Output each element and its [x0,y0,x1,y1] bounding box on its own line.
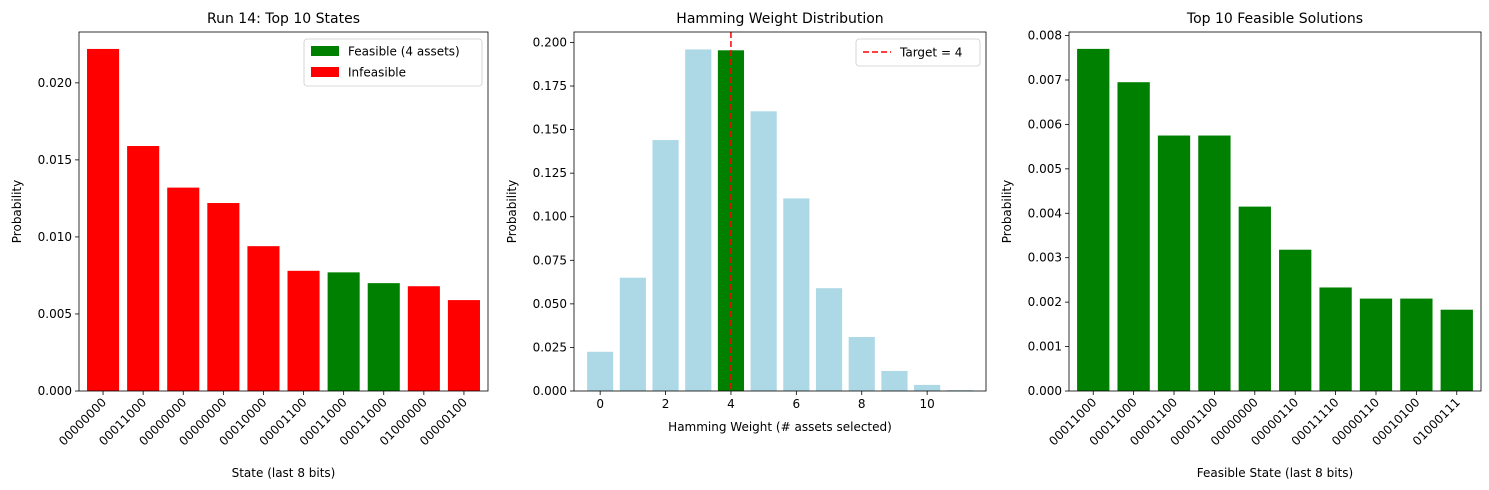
bar [587,351,614,391]
bars [1077,48,1473,392]
y-tick-label: 0.025 [533,340,567,354]
bars [587,49,973,391]
legend-box [303,38,483,87]
chart-title: Run 14: Top 10 States [207,11,360,27]
y-tick-label: 0.020 [38,76,72,90]
bar [327,272,360,391]
y-tick-label: 0.000 [533,384,567,398]
bar [619,277,646,391]
bar [1077,48,1110,391]
y-tick-label: 0.007 [1028,73,1062,87]
plot-frame [573,31,987,392]
chart-title: Hamming Weight Distribution [676,11,883,27]
bar [1440,309,1473,391]
y-tick-label: 0.005 [1028,162,1062,176]
bar [1238,206,1271,391]
bar [87,48,120,392]
y-tick-label: 0.175 [533,79,567,93]
bar [367,283,400,391]
legend-swatch [311,67,339,77]
y-tick-label: 0.001 [1028,340,1062,354]
bar [750,111,777,391]
bar [815,288,843,391]
bar [1117,82,1150,392]
plot-frame [78,31,489,392]
x-ticks: 0001100000011000000011000000110000000000… [1046,391,1463,448]
y-axis-label: Probability [505,180,519,243]
bar [685,49,712,391]
x-axis-label: Hamming Weight (# assets selected) [668,420,892,434]
panel-feasible-solutions: 0.000 0.001 0.002 0.003 0.004 0.005 0.006 0.007… [1000,11,1482,480]
bar [1198,135,1231,391]
y-tick-label: 0.100 [533,210,567,224]
y-tick-label: 0.004 [1028,206,1062,220]
y-tick-label: 0.008 [1028,29,1062,43]
bar [881,370,908,391]
x-tick-label: 10 [920,397,935,411]
y-axis-label: Probability [1000,180,1014,243]
bar [207,203,240,391]
bar [914,384,941,391]
y-tick-label: 0.050 [533,297,567,311]
legend-swatch [311,46,339,56]
bar [848,336,875,391]
legend: Feasible (4 assets) Infeasible [303,38,483,87]
y-tick-label: 0.125 [533,166,567,180]
y-tick-label: 0.000 [1028,384,1062,398]
x-axis-label: State (last 8 bits) [232,466,336,480]
y-tick-label: 0.002 [1028,295,1062,309]
bar [946,390,973,391]
y-tick-label: 0.010 [38,230,72,244]
x-tick-label: 6 [793,397,801,411]
y-tick-label: 0.015 [38,153,72,167]
y-ticks: 0.000 0.005 0.010 0.015 0.020 [38,76,79,398]
bar [652,140,679,391]
legend-label: Infeasible [348,66,406,80]
legend: Target = 4 [855,38,981,67]
bar [447,300,480,391]
legend-label: Feasible (4 assets) [348,45,460,59]
x-ticks: 0 2 4 6 8 10 [596,391,935,411]
y-tick-label: 0.150 [533,123,567,137]
bar [247,246,280,391]
bar [407,286,440,391]
x-tick-label: 4 [727,397,735,411]
bar [1157,135,1191,391]
bars [87,48,480,392]
y-tick-label: 0.000 [38,384,72,398]
bar [1400,298,1433,391]
chart-title: Top 10 Feasible Solutions [1186,11,1363,27]
plot-frame [1068,31,1482,392]
y-axis-label: Probability [10,180,24,243]
bar [167,187,200,391]
x-ticks: 0000000000011000000000000000000000010000… [56,391,470,448]
bar [127,146,160,391]
y-tick-label: 0.200 [533,35,567,49]
bar [1279,249,1312,391]
y-tick-label: 0.003 [1028,251,1062,265]
x-tick-label: 2 [662,397,670,411]
legend-box [855,38,981,67]
bar [1319,287,1352,391]
y-tick-label: 0.075 [533,253,567,267]
bar [1359,298,1393,391]
y-tick-label: 0.005 [38,307,72,321]
panel-hamming-weight: 0.000 0.025 0.050 0.075 0.100 0.125 0.150 0.175… [505,11,987,434]
panel-top-states: 0.000 0.005 0.010 0.015 0.020 00000000000110… [10,11,489,480]
y-ticks: 0.000 0.001 0.002 0.003 0.004 0.005 0.006 0.007… [1028,29,1069,398]
x-tick-label: 0 [596,397,604,411]
bar [287,270,320,391]
x-axis-label: Feasible State (last 8 bits) [1197,466,1353,480]
x-tick-label: 8 [858,397,866,411]
y-ticks: 0.000 0.025 0.050 0.075 0.100 0.125 0.150 0.175… [533,35,574,398]
legend-label: Target = 4 [899,46,962,60]
bar [783,198,810,391]
y-tick-label: 0.006 [1028,117,1062,131]
